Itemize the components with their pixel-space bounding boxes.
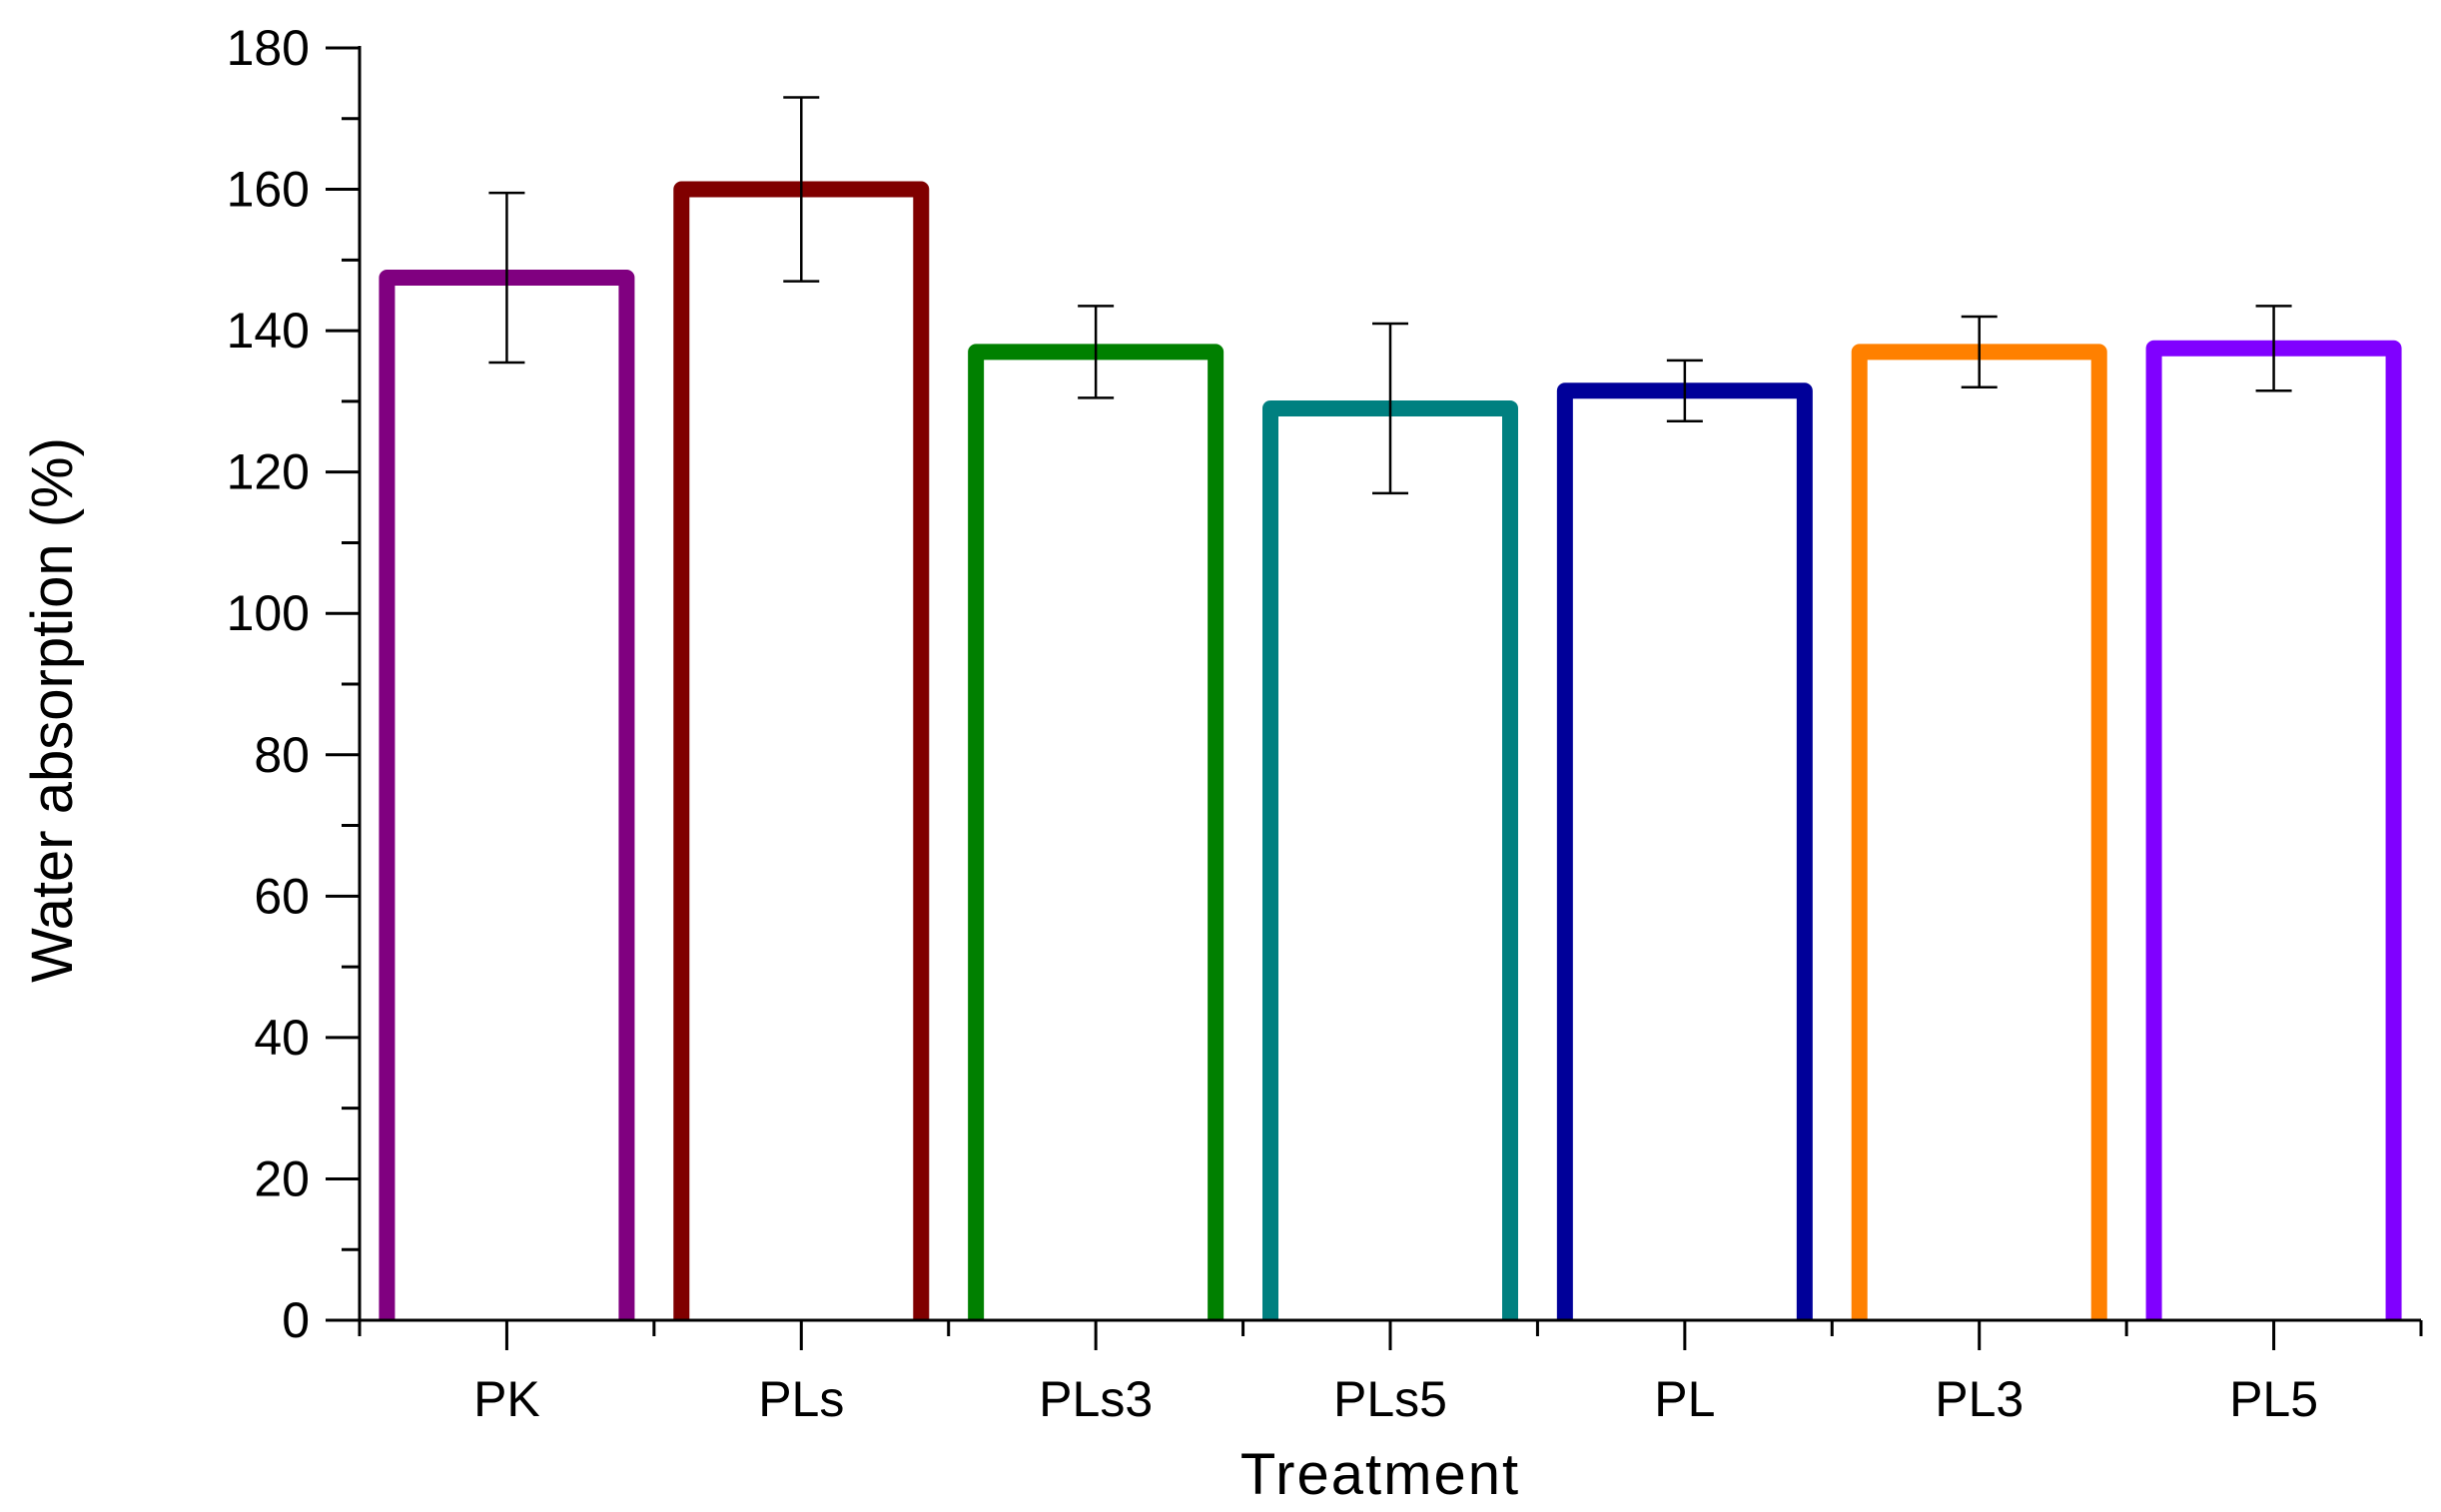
bar-pl (1556, 382, 1813, 1320)
labels-layer: 0 20 40 60 80 100 120 140 160 180 PK PLs PLs3 PLs5 PL P… (20, 20, 2318, 1507)
x-axis-title: Treatment (1240, 1442, 1520, 1507)
axes-layer (326, 46, 2423, 1350)
x-tick-label-pl5: PL5 (2229, 1371, 2318, 1427)
x-tick-label-pl: PL (1654, 1371, 1715, 1427)
error-bars-layer (488, 96, 2292, 495)
y-tick-label-20: 20 (254, 1150, 310, 1206)
y-tick-label-100: 100 (227, 585, 310, 641)
x-tick-label-pls5: PLs5 (1333, 1371, 1447, 1427)
y-tick-label-120: 120 (227, 444, 310, 500)
bar-pk (379, 270, 635, 1320)
y-tick-label-180: 180 (227, 20, 310, 76)
bar-pls3 (968, 344, 1224, 1320)
y-axis-title: Water absorption (%) (20, 437, 85, 983)
x-tick-label-pk: PK (473, 1371, 540, 1427)
y-tick-label-160: 160 (227, 162, 310, 218)
y-tick-label-140: 140 (227, 303, 310, 359)
y-tick-label-0: 0 (282, 1292, 310, 1348)
y-tick-label-60: 60 (254, 868, 310, 924)
bar-pls5 (1262, 399, 1518, 1320)
x-tick-label-pl3: PL3 (1935, 1371, 2024, 1427)
bar-pl5 (2145, 340, 2402, 1320)
bar-pls (673, 181, 930, 1320)
x-tick-label-pls3: PLs3 (1039, 1371, 1153, 1427)
bar-pl3 (1851, 344, 2107, 1320)
y-tick-label-80: 80 (254, 727, 310, 783)
x-tick-label-pls: PLs (758, 1371, 844, 1427)
y-tick-label-40: 40 (254, 1010, 310, 1066)
